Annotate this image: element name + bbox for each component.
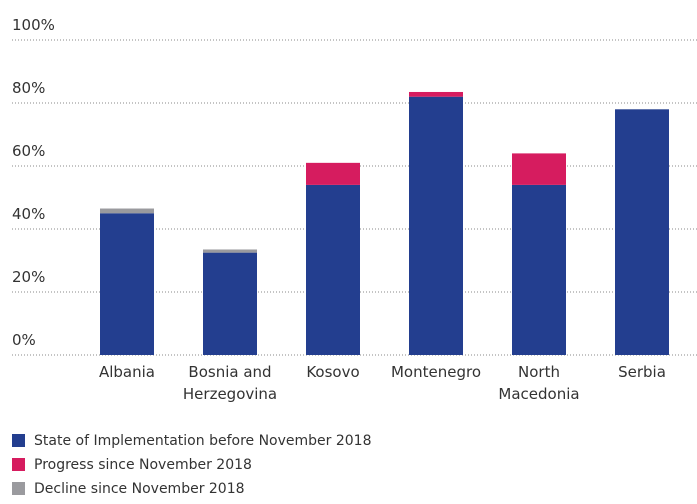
y-tick-label: 100% xyxy=(12,16,55,34)
bar-segment xyxy=(306,184,360,355)
y-tick-label: 0% xyxy=(12,331,36,349)
x-tick-label: Montenegro xyxy=(390,363,481,381)
bar-segment xyxy=(306,162,360,185)
bar-segment xyxy=(512,184,566,355)
x-tick-label: Bosnia and Herzegovina xyxy=(182,363,278,403)
bar-segment xyxy=(409,96,463,355)
legend-swatch xyxy=(12,434,25,447)
bar-segment xyxy=(203,249,257,253)
y-tick-label: 60% xyxy=(12,142,46,160)
y-tick-label: 80% xyxy=(12,79,46,97)
bar-segment xyxy=(100,208,154,214)
bar-segment xyxy=(615,109,669,355)
legend-label: Decline since November 2018 xyxy=(34,481,245,497)
legend-swatch xyxy=(12,458,25,471)
legend-label: Progress since November 2018 xyxy=(34,457,252,473)
bar-segment xyxy=(512,153,566,185)
bar-segment xyxy=(203,252,257,355)
x-tick-label: North Macedonia xyxy=(498,363,580,403)
legend-swatch xyxy=(12,482,25,495)
bar-segment xyxy=(100,213,154,355)
bar-segment xyxy=(409,91,463,97)
legend-label: State of Implementation before November … xyxy=(34,433,372,449)
x-tick-label: Kosovo xyxy=(306,363,360,381)
x-tick-label: Serbia xyxy=(618,363,666,381)
x-tick-label: Albania xyxy=(98,363,155,381)
y-tick-label: 20% xyxy=(12,268,46,286)
y-tick-label: 40% xyxy=(12,205,46,223)
